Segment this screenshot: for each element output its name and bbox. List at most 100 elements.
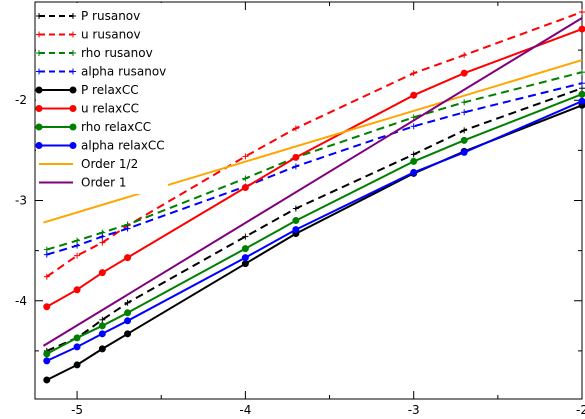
data-point (241, 245, 249, 253)
data-point (35, 142, 43, 149)
legend-label: u relaxCC (81, 102, 139, 116)
data-point (36, 13, 42, 19)
data-point (292, 163, 299, 170)
data-point (43, 357, 51, 365)
data-point (73, 361, 81, 369)
data-point (579, 69, 585, 76)
series-rho-relaxcc (43, 90, 585, 358)
data-point (43, 273, 50, 280)
legend-label: P rusanov (81, 9, 140, 23)
data-point (461, 99, 468, 106)
data-point (74, 242, 81, 249)
legend-item: rho relaxCC (35, 120, 151, 134)
legend-item: u rusanov (36, 28, 141, 42)
data-point (124, 309, 132, 317)
data-point (43, 246, 50, 253)
legend-label: u rusanov (81, 28, 141, 42)
data-point (410, 123, 417, 130)
data-point (36, 50, 42, 56)
data-point (292, 153, 300, 161)
data-point (43, 303, 51, 311)
y-tick-label: -3 (15, 194, 27, 208)
legend-label: rho rusanov (81, 46, 153, 60)
data-point (410, 157, 418, 165)
legend-item: Order 1/2 (39, 157, 138, 171)
data-point (43, 251, 50, 258)
data-point (35, 86, 43, 94)
data-point (36, 31, 42, 38)
data-point (242, 175, 249, 182)
data-point (578, 90, 585, 98)
data-point (35, 123, 43, 131)
legend-item: alpha rusanov (36, 65, 166, 79)
legend-item: alpha relaxCC (35, 139, 165, 153)
legend-label: alpha rusanov (81, 65, 166, 79)
data-point (579, 85, 585, 92)
series-order-1 (42, 17, 583, 347)
data-point (43, 376, 51, 384)
data-point (70, 31, 76, 38)
x-tick-label: -4 (239, 403, 251, 417)
data-point (124, 317, 132, 325)
y-tick-label: -4 (15, 294, 27, 308)
series-alpha-relaxcc (43, 97, 585, 365)
data-point (241, 183, 249, 191)
x-tick-label: -5 (71, 403, 83, 417)
series-order-1-2 (43, 59, 583, 224)
data-point (292, 217, 300, 225)
legend-item: u relaxCC (35, 102, 139, 116)
data-point (74, 237, 81, 244)
data-point (73, 343, 81, 351)
series-line (42, 17, 583, 347)
data-point (241, 260, 249, 268)
data-point (242, 153, 249, 160)
data-point (461, 109, 468, 116)
data-point (98, 269, 106, 277)
data-point (461, 127, 468, 134)
data-point (43, 350, 51, 358)
data-point (99, 233, 106, 240)
data-point (69, 142, 77, 149)
x-tick-label: -2 (576, 403, 585, 417)
data-point (36, 68, 42, 75)
data-point (292, 205, 299, 212)
data-point (69, 123, 77, 131)
data-point (460, 136, 468, 144)
data-point (35, 105, 43, 112)
data-point (69, 105, 77, 112)
data-point (70, 68, 76, 75)
data-point (69, 86, 77, 94)
data-point (241, 254, 249, 262)
series-line (46, 87, 583, 352)
data-point (292, 226, 300, 234)
legend-label: rho relaxCC (81, 120, 151, 134)
y-tick-label: -2 (15, 93, 27, 107)
data-point (70, 13, 76, 19)
data-point (124, 254, 132, 262)
series-layer (42, 9, 585, 384)
data-point (99, 239, 106, 246)
data-point (98, 330, 106, 338)
data-point (98, 345, 106, 353)
data-point (460, 69, 468, 77)
legend-box (36, 3, 168, 194)
axis-ticks: -5 -4 -3 -2 -4 -3 -2 (15, 2, 585, 417)
data-point (73, 286, 81, 294)
legend-label: alpha relaxCC (81, 139, 165, 153)
data-point (410, 91, 418, 99)
series-u-relaxcc (43, 25, 585, 311)
data-point (242, 233, 249, 240)
data-point (461, 52, 468, 59)
data-point (578, 25, 585, 33)
legend-label: Order 1 (81, 176, 127, 190)
series-line (43, 59, 583, 224)
data-point (74, 252, 81, 259)
data-point (460, 148, 468, 156)
data-point (73, 334, 81, 342)
data-point (410, 114, 417, 121)
data-point (70, 50, 76, 56)
data-point (579, 9, 585, 16)
data-point (124, 225, 131, 232)
legend-item: P relaxCC (35, 83, 139, 97)
